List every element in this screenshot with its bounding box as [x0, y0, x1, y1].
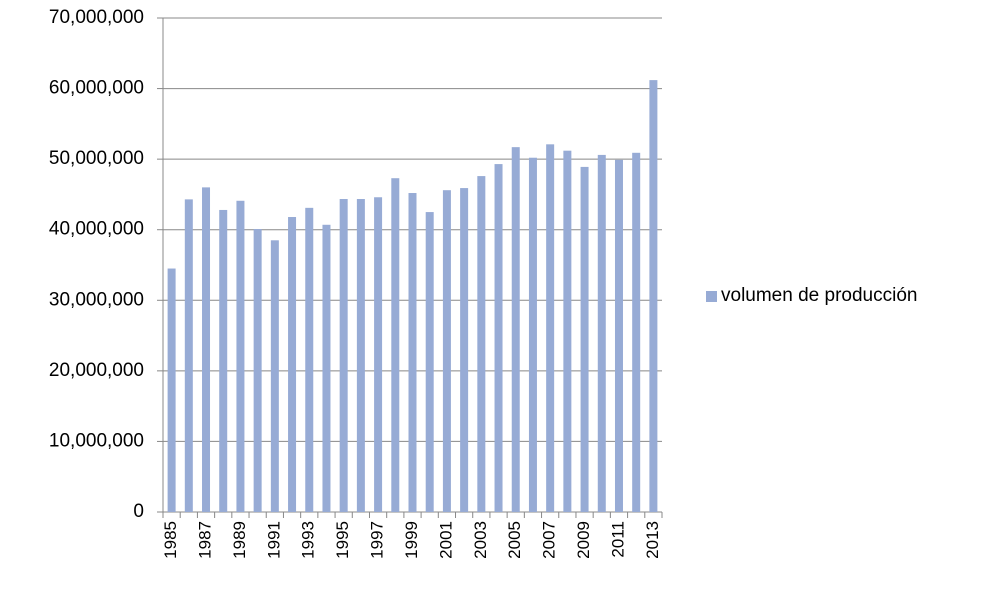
bar: [511, 147, 520, 512]
y-tick-label: 60,000,000: [49, 78, 144, 99]
y-tick-label: 10,000,000: [49, 430, 144, 451]
x-tick-label: 1987: [196, 521, 215, 559]
bar: [528, 157, 537, 512]
x-tick-label: 1989: [230, 521, 249, 559]
bar: [219, 209, 228, 512]
x-tick-label: 1991: [264, 521, 283, 559]
bar: [425, 212, 434, 513]
bar: [236, 200, 245, 512]
legend-swatch: [706, 291, 717, 302]
y-tick-label: 20,000,000: [49, 360, 144, 381]
bar: [442, 190, 451, 513]
bar: [580, 166, 589, 513]
bar: [270, 240, 279, 513]
bar: [546, 144, 555, 512]
bar: [305, 207, 314, 512]
x-tick-label: 2007: [540, 521, 559, 559]
bar: [391, 178, 400, 512]
bar: [614, 159, 623, 512]
x-tick-label: 1999: [402, 521, 421, 559]
bar: [632, 152, 641, 512]
x-tick-label: 2003: [471, 521, 490, 559]
bar: [202, 187, 211, 512]
bar: [494, 164, 503, 512]
bar: [460, 188, 469, 512]
x-tick-label: 1997: [368, 521, 387, 559]
x-tick-label: 2001: [436, 521, 455, 559]
x-tick-label: 2013: [643, 521, 662, 559]
bar: [167, 268, 176, 512]
bar: [339, 199, 348, 512]
bar: [253, 229, 262, 512]
bar: [184, 199, 193, 512]
y-tick-label: 40,000,000: [49, 219, 144, 240]
x-tick-label: 1995: [333, 521, 352, 559]
bar: [408, 193, 417, 512]
legend-label: volumen de producción: [721, 285, 917, 306]
y-tick-label: 50,000,000: [49, 148, 144, 169]
bar: [597, 154, 606, 512]
x-tick-label: 2005: [505, 521, 524, 559]
x-tick-label: 2011: [608, 521, 627, 558]
bar: [374, 197, 383, 512]
bar: [477, 176, 486, 512]
x-tick-label: 2009: [574, 521, 593, 559]
bar: [649, 80, 658, 513]
bar: [563, 150, 572, 512]
x-tick-label: 1985: [161, 521, 180, 559]
x-tick-label: 1993: [299, 521, 318, 559]
y-tick-label: 0: [133, 501, 144, 522]
bar: [288, 217, 297, 513]
bar: [322, 224, 331, 512]
bar: [356, 199, 365, 512]
y-tick-label: 30,000,000: [49, 289, 144, 310]
y-tick-label: 70,000,000: [49, 7, 144, 28]
